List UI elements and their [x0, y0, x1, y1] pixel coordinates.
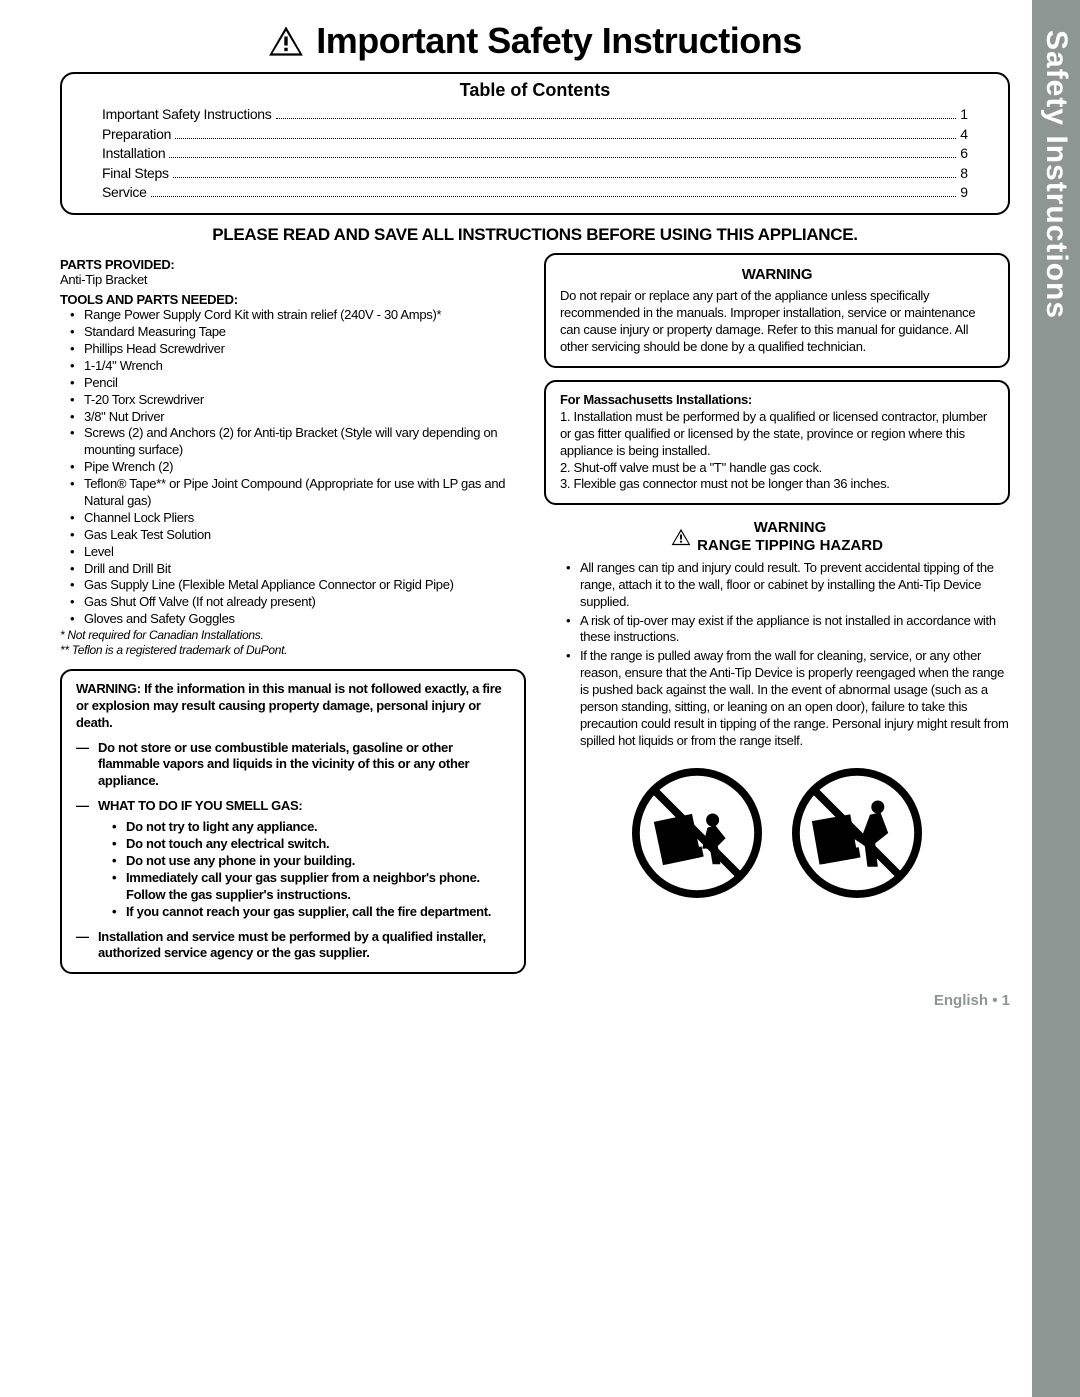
- list-item: T-20 Torx Screwdriver: [74, 392, 526, 409]
- mass-item: 3. Flexible gas connector must not be lo…: [560, 476, 994, 493]
- toc-page: 8: [960, 164, 968, 184]
- smell-gas-heading: WHAT TO DO IF YOU SMELL GAS:: [98, 798, 302, 813]
- page-title-row: Important Safety Instructions: [60, 20, 1010, 62]
- footnote: ** Teflon is a registered trademark of D…: [60, 643, 526, 657]
- toc-page: 4: [960, 125, 968, 145]
- list-item: Gloves and Safety Goggles: [74, 611, 526, 628]
- list-item: Do not use any phone in your building.: [116, 853, 510, 870]
- list-item: Gas Leak Test Solution: [74, 527, 526, 544]
- right-column: WARNING Do not repair or replace any par…: [544, 253, 1010, 974]
- toc-label: Installation: [102, 144, 165, 164]
- toc-heading: Table of Contents: [102, 80, 968, 101]
- mass-heading: For Massachusetts Installations:: [560, 392, 994, 409]
- list-item: A risk of tip-over may exist if the appl…: [570, 613, 1010, 647]
- footnotes: * Not required for Canadian Installation…: [60, 628, 526, 657]
- toc-leader: [276, 118, 957, 119]
- tipping-hazard-heading: WARNING RANGE TIPPING HAZARD: [697, 519, 883, 554]
- toc-page: 6: [960, 144, 968, 164]
- left-column: PARTS PROVIDED: Anti-Tip Bracket TOOLS A…: [60, 253, 526, 974]
- toc-label: Service: [102, 183, 147, 203]
- list-item: Pipe Wrench (2): [74, 459, 526, 476]
- th-line1: WARNING: [754, 519, 827, 536]
- list-item: Range Power Supply Cord Kit with strain …: [74, 307, 526, 324]
- list-item: If the range is pulled away from the wal…: [570, 648, 1010, 749]
- toc-leader: [175, 138, 956, 139]
- gas-warning-box: WARNING: If the information in this manu…: [60, 669, 526, 974]
- footnote: * Not required for Canadian Installation…: [60, 628, 526, 642]
- list-item: Channel Lock Pliers: [74, 510, 526, 527]
- toc-row: Installation 6: [102, 144, 968, 164]
- tools-needed-heading: TOOLS AND PARTS NEEDED:: [60, 292, 526, 307]
- list-item: Pencil: [74, 375, 526, 392]
- list-item: Do not touch any electrical switch.: [116, 836, 510, 853]
- toc-row: Important Safety Instructions 1: [102, 105, 968, 125]
- tipping-hazard-list: All ranges can tip and injury could resu…: [544, 560, 1010, 750]
- no-tip-child-icon: [632, 768, 762, 898]
- list-item: Gas Shut Off Valve (If not already prese…: [74, 594, 526, 611]
- toc-leader: [151, 196, 957, 197]
- toc-label: Final Steps: [102, 164, 169, 184]
- table-of-contents: Table of Contents Important Safety Instr…: [60, 72, 1010, 215]
- mass-item: 1. Installation must be performed by a q…: [560, 409, 994, 460]
- page-title: Important Safety Instructions: [316, 20, 802, 62]
- tools-list: Range Power Supply Cord Kit with strain …: [60, 307, 526, 628]
- parts-provided-heading: PARTS PROVIDED:: [60, 257, 526, 272]
- list-item: Gas Supply Line (Flexible Metal Applianc…: [74, 577, 526, 594]
- dash-item: WHAT TO DO IF YOU SMELL GAS: Do not try …: [76, 798, 510, 920]
- warning-box-repair: WARNING Do not repair or replace any par…: [544, 253, 1010, 368]
- no-tip-adult-icon: [792, 768, 922, 898]
- toc-row: Service 9: [102, 183, 968, 203]
- toc-leader: [173, 177, 956, 178]
- list-item: Immediately call your gas supplier from …: [116, 870, 510, 904]
- gas-warning-lead: WARNING: If the information in this manu…: [76, 681, 510, 732]
- list-item: Level: [74, 544, 526, 561]
- massachusetts-box: For Massachusetts Installations: 1. Inst…: [544, 380, 1010, 505]
- side-tab-label: Safety Instructions: [1039, 30, 1073, 319]
- list-item: 3/8" Nut Driver: [74, 409, 526, 426]
- tipping-hazard-heading-row: WARNING RANGE TIPPING HAZARD: [544, 519, 1010, 554]
- toc-page: 1: [960, 105, 968, 125]
- list-item: Do not try to light any appliance.: [116, 819, 510, 836]
- page: Important Safety Instructions Table of C…: [0, 0, 1080, 1029]
- mass-item: 2. Shut-off valve must be a "T" handle g…: [560, 460, 994, 477]
- toc-page: 9: [960, 183, 968, 203]
- warning-text: Do not repair or replace any part of the…: [560, 288, 994, 356]
- list-item: Teflon® Tape** or Pipe Joint Compound (A…: [74, 476, 526, 510]
- list-item: Phillips Head Screwdriver: [74, 341, 526, 358]
- side-tab: Safety Instructions: [1032, 0, 1080, 1397]
- warning-icon: [671, 527, 691, 547]
- page-footer: English • 1: [60, 992, 1010, 1009]
- dash-item: Do not store or use combustible material…: [76, 740, 510, 791]
- toc-leader: [169, 157, 956, 158]
- list-item: 1-1/4" Wrench: [74, 358, 526, 375]
- th-line2: RANGE TIPPING HAZARD: [697, 537, 883, 554]
- toc-label: Preparation: [102, 125, 171, 145]
- toc-label: Important Safety Instructions: [102, 105, 272, 125]
- list-item: Standard Measuring Tape: [74, 324, 526, 341]
- toc-row: Preparation 4: [102, 125, 968, 145]
- list-item: All ranges can tip and injury could resu…: [570, 560, 1010, 611]
- parts-provided-text: Anti-Tip Bracket: [60, 272, 526, 288]
- toc-row: Final Steps 8: [102, 164, 968, 184]
- list-item: Screws (2) and Anchors (2) for Anti-tip …: [74, 425, 526, 459]
- warning-heading: WARNING: [560, 265, 994, 285]
- read-and-save-notice: PLEASE READ AND SAVE ALL INSTRUCTIONS BE…: [60, 225, 1010, 245]
- prohibition-icons: [544, 768, 1010, 898]
- list-item: If you cannot reach your gas supplier, c…: [116, 904, 510, 921]
- warning-icon: [268, 23, 304, 59]
- list-item: Drill and Drill Bit: [74, 561, 526, 578]
- dash-item: Installation and service must be perform…: [76, 929, 510, 963]
- smell-gas-list: Do not try to light any appliance.Do not…: [98, 819, 510, 920]
